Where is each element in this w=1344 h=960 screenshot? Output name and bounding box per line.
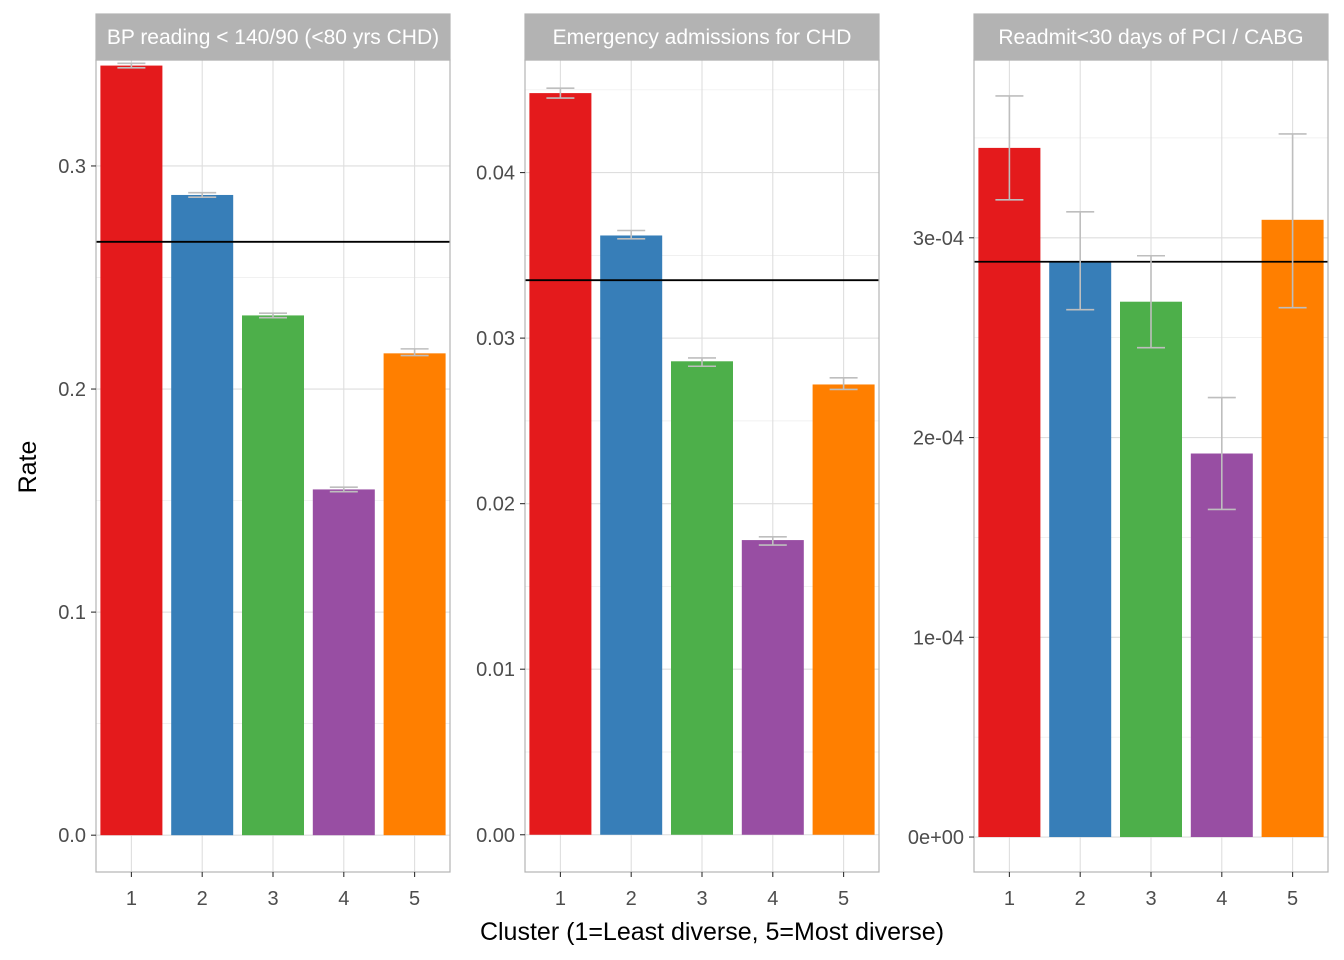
y-axis-title: Rate (14, 441, 42, 494)
x-tick-label: 1 (1004, 888, 1015, 910)
bar-cluster-1 (100, 65, 163, 836)
bar-cluster-5 (383, 353, 446, 836)
error-bar-cluster-4 (758, 535, 787, 546)
error-bar-cluster-1 (546, 87, 575, 99)
bar-cluster-3 (242, 315, 304, 836)
bar-cluster-4 (312, 489, 375, 836)
facet-title: BP reading < 140/90 (<80 yrs CHD) (107, 26, 439, 49)
panel-2: Emergency admissions for CHD 0.00 0.01 0.02… (476, 13, 880, 910)
x-tick-label: 5 (409, 888, 420, 910)
error-bar-cluster-1 (117, 62, 146, 69)
bar-cluster-4 (1190, 453, 1253, 838)
error-bar-cluster-1 (995, 95, 1024, 201)
y-tick-label: 0.0 (58, 825, 86, 847)
error-bar-cluster-3 (259, 312, 287, 319)
x-axis-title: Cluster (1=Least diverse, 5=Most diverse… (480, 918, 944, 946)
y-tick-label: 0e+00 (908, 827, 964, 849)
y-tick-label: 0.3 (58, 156, 86, 178)
bar-cluster-4 (741, 540, 804, 835)
panel-3: Readmit<30 days of PCI / CABG 0e+00 1e-04 2… (908, 13, 1329, 910)
error-bar-cluster-3 (688, 357, 716, 368)
error-bar-cluster-2 (188, 191, 217, 198)
facet-strip (524, 13, 880, 61)
x-tick-label: 2 (197, 888, 208, 910)
error-bar-cluster-4 (329, 486, 358, 493)
bar-cluster-3 (671, 361, 733, 835)
error-bar-cluster-4 (1207, 396, 1236, 511)
error-bar-cluster-5 (829, 377, 858, 391)
x-tick-label: 4 (338, 888, 349, 910)
bar-cluster-2 (600, 235, 663, 835)
y-tick-label: 3e-04 (913, 228, 964, 250)
facet-strip (973, 13, 1329, 61)
facet-title: Readmit<30 days of PCI / CABG (998, 26, 1303, 49)
bar-cluster-1 (529, 93, 592, 835)
error-bar-cluster-3 (1137, 254, 1165, 349)
x-tick-label: 3 (696, 888, 707, 910)
x-tick-label: 1 (126, 888, 137, 910)
bar-cluster-5 (812, 384, 875, 835)
panel-content (525, 87, 879, 835)
y-tick-label: 2e-04 (913, 428, 964, 450)
error-bar-cluster-2 (1066, 211, 1095, 311)
panel-content (96, 62, 450, 836)
y-tick-label: 1e-04 (913, 627, 964, 649)
panel-content (974, 95, 1328, 838)
x-tick-label: 5 (838, 888, 849, 910)
bar-cluster-1 (978, 147, 1041, 838)
y-tick-label: 0.01 (476, 659, 515, 681)
error-bar-cluster-2 (617, 229, 646, 240)
x-tick-label: 5 (1287, 888, 1298, 910)
error-bar-cluster-5 (400, 348, 429, 357)
error-bar-cluster-5 (1278, 133, 1307, 309)
x-tick-label: 1 (555, 888, 566, 910)
y-tick-label: 0.2 (58, 379, 86, 401)
bar-cluster-5 (1261, 219, 1324, 838)
x-tick-label: 2 (1075, 888, 1086, 910)
y-tick-label: 0.02 (476, 494, 515, 516)
facet-title: Emergency admissions for CHD (553, 26, 852, 49)
x-tick-label: 3 (267, 888, 278, 910)
x-tick-label: 2 (626, 888, 637, 910)
y-tick-label: 0.03 (476, 328, 515, 350)
bar-cluster-3 (1120, 301, 1182, 838)
panel-1: BP reading < 140/90 (<80 yrs CHD) 0.0 0.1 0… (58, 13, 451, 910)
y-tick-label: 0.04 (476, 163, 515, 185)
bar-cluster-2 (1049, 261, 1112, 838)
x-tick-label: 4 (767, 888, 778, 910)
y-tick-label: 0.00 (476, 825, 515, 847)
y-tick-label: 0.1 (58, 602, 86, 624)
facet-strip (95, 13, 451, 61)
bar-cluster-2 (171, 194, 234, 836)
x-tick-label: 4 (1216, 888, 1227, 910)
x-tick-label: 3 (1145, 888, 1156, 910)
